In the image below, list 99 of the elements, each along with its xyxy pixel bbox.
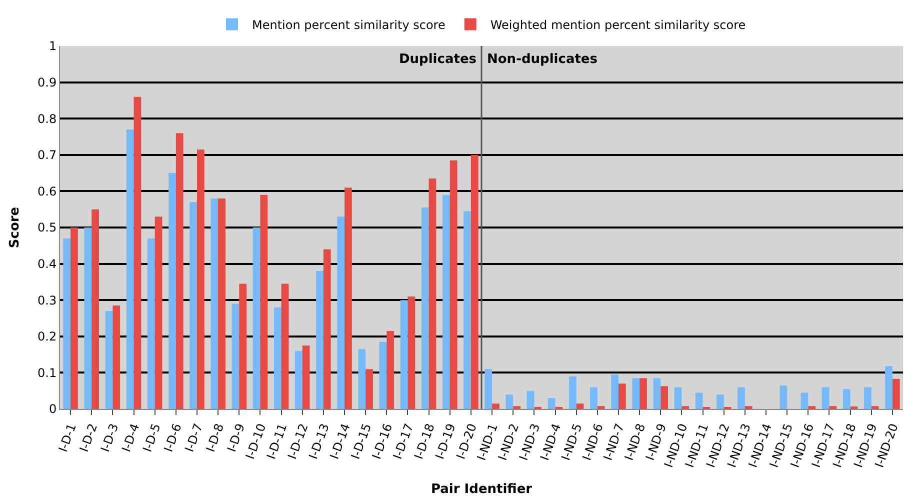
bar [738, 387, 745, 409]
bar [154, 216, 162, 409]
bar [218, 198, 226, 409]
bar [421, 208, 429, 409]
y-tick-label: 0.6 [38, 184, 57, 198]
bar [92, 209, 99, 409]
bar [892, 378, 900, 409]
y-tick-label: 0 [48, 402, 57, 416]
bar [513, 406, 520, 409]
bar [842, 389, 850, 409]
bar [168, 173, 176, 409]
x-axis-title: Pair Identifier [430, 482, 533, 498]
bar [653, 378, 661, 409]
bar [484, 369, 492, 409]
bar [590, 387, 598, 409]
bar [808, 406, 816, 409]
y-tick-label: 0.3 [38, 293, 57, 308]
bar [400, 300, 408, 409]
y-tick-label: 0.4 [38, 257, 57, 271]
y-tick-label: 0.2 [38, 330, 57, 344]
legend-label: Mention percent similarity score [252, 18, 446, 32]
x-tick-label: I-D-3 [98, 422, 122, 454]
bar [576, 404, 584, 409]
y-tick-label: 0.7 [38, 148, 57, 162]
bar [84, 228, 92, 409]
bar [506, 394, 514, 409]
x-tick-label: I-D-6 [161, 422, 184, 454]
bar [105, 310, 113, 409]
bar [660, 386, 668, 409]
annotation: Non-duplicates [487, 52, 598, 67]
bar [232, 304, 240, 409]
x-tick-label: I-D-5 [140, 422, 164, 454]
y-tick-label: 0.5 [38, 220, 57, 235]
bar [442, 194, 450, 409]
x-tick-label: I-D-1 [56, 422, 79, 454]
bar [597, 406, 605, 409]
bar [366, 369, 373, 409]
bar [464, 211, 471, 409]
bar [358, 349, 366, 409]
bar [800, 392, 808, 409]
bar [674, 387, 682, 409]
y-tick-label: 0.9 [38, 76, 57, 90]
bar [744, 406, 752, 409]
bar [611, 374, 618, 409]
bar [126, 129, 134, 409]
bar [337, 216, 345, 409]
bar [63, 238, 71, 409]
bar [695, 392, 703, 409]
bar [640, 378, 647, 409]
bar [274, 307, 282, 409]
bar [470, 154, 478, 409]
bar [379, 342, 387, 409]
x-tick-label: I-D-2 [76, 422, 100, 454]
bar [682, 406, 690, 409]
bar [829, 406, 837, 409]
bar [147, 238, 155, 409]
bar [302, 345, 310, 409]
x-tick-label: I-D-8 [203, 422, 227, 454]
bar [632, 378, 640, 409]
bar [252, 228, 260, 409]
y-axis-title: Score [7, 206, 22, 248]
bar [850, 406, 858, 409]
legend-label: Weighted mention percent similarity score [490, 18, 746, 32]
bar [548, 398, 556, 409]
bar [871, 406, 879, 409]
bar [716, 394, 724, 409]
bar [294, 350, 302, 409]
bar [618, 384, 626, 409]
annotation: Duplicates [399, 52, 477, 67]
x-tick-label: I-D-7 [182, 422, 206, 454]
bar [568, 376, 576, 409]
bar [210, 198, 218, 409]
bar [239, 284, 247, 409]
bar [134, 96, 142, 409]
bar [526, 390, 534, 409]
bar [190, 202, 197, 409]
bar [316, 271, 324, 409]
bar [428, 178, 436, 409]
x-tick-label: I-D-4 [119, 422, 142, 454]
y-tick-label: 1 [48, 39, 57, 54]
bar [344, 188, 352, 409]
bar [780, 385, 788, 409]
x-tick-label: I-D-9 [224, 422, 248, 454]
bar [281, 284, 289, 409]
bar [260, 194, 268, 409]
bar [112, 306, 120, 409]
bar [70, 228, 78, 409]
bar [408, 296, 416, 409]
bar [176, 133, 184, 409]
y-tick-label: 0.1 [38, 366, 57, 380]
bar [323, 249, 331, 409]
bar [450, 160, 458, 409]
bar [386, 330, 394, 409]
bar [492, 404, 500, 409]
bar [885, 366, 892, 409]
y-tick-label: 0.8 [38, 112, 57, 126]
bar [822, 387, 830, 409]
bar [196, 149, 204, 409]
bar [864, 387, 872, 409]
